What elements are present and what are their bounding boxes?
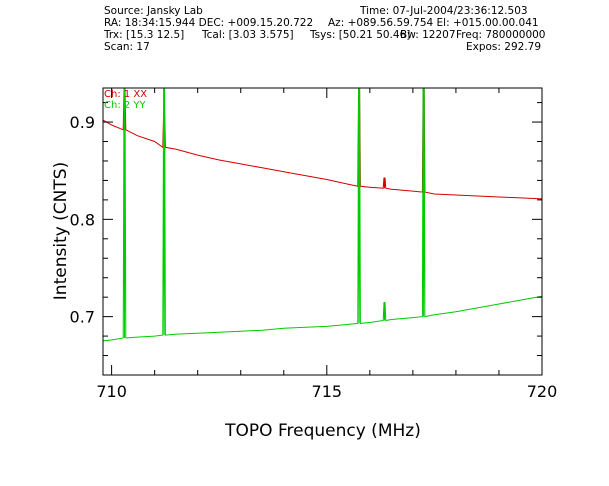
x-axis-label: TOPO Frequency (MHz) [224, 421, 421, 441]
y-tick-label: 0.7 [70, 308, 95, 327]
header-scan: Scan: 17 [104, 41, 150, 53]
y-axis-label: Intensity (CNTS) [51, 162, 71, 300]
header-freq: Freq: 780000000 [456, 29, 546, 41]
y-tick-label: 0.9 [70, 113, 95, 132]
legend-label-yy: Ch: 2 YY [104, 100, 147, 111]
plot-frame [102, 87, 543, 376]
header-trx: Trx: [15.3 12.5] [104, 29, 185, 41]
series-line-2 [102, 87, 543, 342]
legend-label-xx: Ch: 1 XX [104, 89, 147, 100]
x-tick-label: 710 [96, 382, 127, 401]
header-expos: Expos: 292.79 [466, 41, 542, 53]
header-source: Source: Jansky Lab [104, 5, 203, 17]
ticks-layer: 710 715 720 0.7 0.8 0.9 [70, 88, 558, 401]
x-tick-label: 720 [527, 382, 558, 401]
series-layer [102, 87, 543, 342]
series-line-1 [102, 87, 543, 200]
header-bw: Bw: 12207 [400, 29, 456, 41]
header-tsys: Tsys: [50.21 50.46] [310, 29, 411, 41]
x-tick-label: 715 [312, 382, 343, 401]
header-tcal: Tcal: [3.03 3.575] [202, 29, 294, 41]
y-tick-label: 0.8 [70, 210, 95, 229]
header-ra-dec: RA: 18:34:15.944 DEC: +009.15.20.722 [104, 17, 314, 29]
header-az-el: Az: +089.56.59.754 El: +015.00.00.041 [328, 17, 539, 29]
header-time: Time: 07-Jul-2004/23:36:12.503 [360, 5, 528, 17]
